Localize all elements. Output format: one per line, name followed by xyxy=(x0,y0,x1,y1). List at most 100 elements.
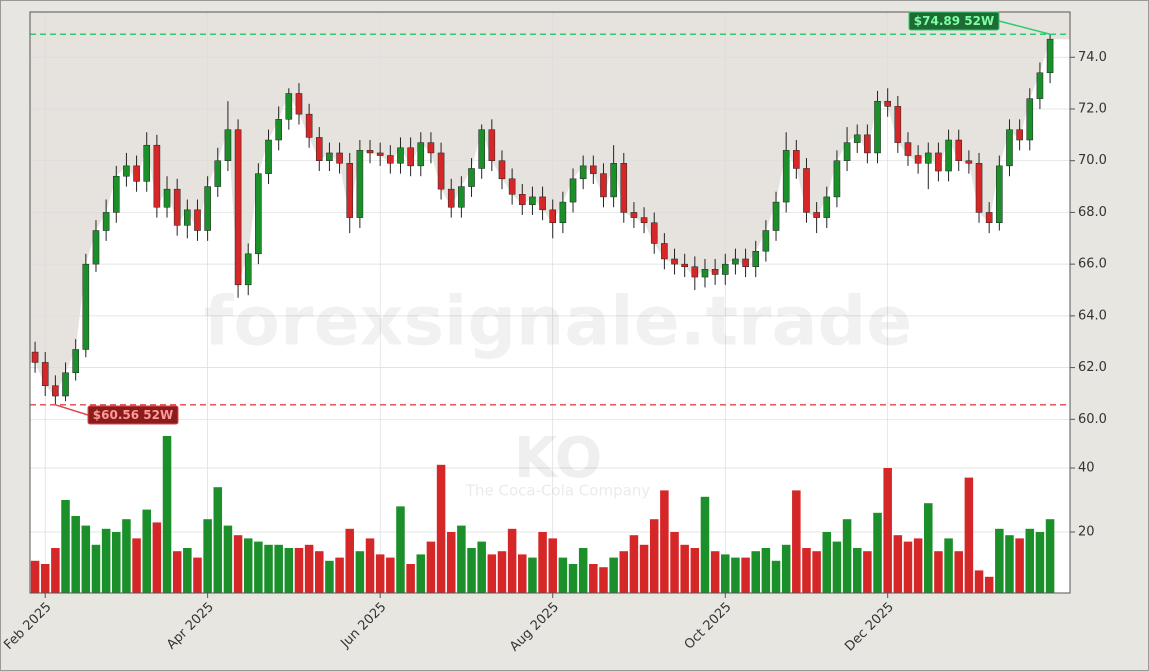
volume-bar xyxy=(954,551,963,593)
candle-body xyxy=(610,163,617,198)
candle-body xyxy=(437,152,445,190)
volume-bar xyxy=(863,551,872,593)
volume-bar xyxy=(467,548,476,593)
volume-bar xyxy=(477,541,486,593)
candle-body xyxy=(650,222,658,244)
candle-body xyxy=(184,209,191,226)
volume-bar xyxy=(132,538,141,593)
volume-bar xyxy=(446,532,456,593)
candle-body xyxy=(1026,98,1034,141)
volume-bar xyxy=(507,528,517,593)
candle-body xyxy=(52,385,59,397)
candle-body xyxy=(143,144,151,182)
y-tick-label: 72.0 xyxy=(1078,101,1107,116)
volume-bar xyxy=(91,544,101,593)
candle-body xyxy=(549,209,557,224)
volume-bar xyxy=(1005,535,1014,593)
candle-body xyxy=(123,165,130,177)
candle-body xyxy=(843,142,851,161)
volume-bar xyxy=(721,554,730,593)
candle-body xyxy=(255,173,262,255)
candle-body xyxy=(711,269,719,275)
volume-bar xyxy=(406,564,415,593)
volume-bar xyxy=(294,548,304,593)
volume-bar xyxy=(741,557,750,593)
volume-bar xyxy=(538,532,547,593)
candle-body xyxy=(742,258,749,267)
candle-body xyxy=(366,150,374,154)
volume-bar xyxy=(690,548,700,593)
volume-bar xyxy=(518,554,527,593)
candle-body xyxy=(508,178,516,195)
volume-bar xyxy=(832,541,842,593)
candle-body xyxy=(376,152,384,156)
reference-arrow xyxy=(55,404,89,416)
candle-body xyxy=(772,201,780,231)
candle-body xyxy=(387,155,394,164)
volume-bar xyxy=(964,477,974,593)
volume-bar xyxy=(903,541,913,593)
y-tick-label: 66.0 xyxy=(1078,257,1107,272)
volume-bar xyxy=(436,464,446,593)
candle-body xyxy=(194,209,201,231)
volume-bar xyxy=(680,544,689,593)
volume-bar xyxy=(122,519,131,593)
candle-body xyxy=(468,168,475,187)
volume-bar xyxy=(30,560,40,593)
reference-label-box xyxy=(87,405,179,425)
candle-body xyxy=(914,155,922,164)
candle-body xyxy=(935,152,942,172)
candle-body xyxy=(265,139,272,174)
candle-body xyxy=(518,194,526,205)
candle-body xyxy=(62,372,69,397)
candle-body xyxy=(204,186,211,231)
candle-body xyxy=(31,351,39,363)
volume-bar xyxy=(761,548,771,593)
volume-bar xyxy=(710,551,720,593)
volume-bar xyxy=(568,564,578,593)
candle-body xyxy=(874,100,881,154)
candle-body xyxy=(234,129,242,286)
y-tick-label: 64.0 xyxy=(1078,308,1107,323)
candle-body xyxy=(356,150,364,218)
volume-bar xyxy=(924,503,933,593)
volume-bar xyxy=(416,554,426,593)
candle-body xyxy=(884,100,891,107)
candle-body xyxy=(397,147,404,164)
volume-bar xyxy=(223,525,233,593)
volume-bar xyxy=(995,528,1004,593)
candle-body xyxy=(275,119,282,141)
candle-body xyxy=(82,263,90,350)
candle-body xyxy=(326,152,333,161)
volume-bar xyxy=(822,532,832,593)
candle-body xyxy=(945,139,952,172)
volume-bar xyxy=(670,532,679,593)
candle-body xyxy=(985,212,993,224)
volume-bar xyxy=(193,557,202,593)
candle-body xyxy=(1006,129,1013,167)
candle-body xyxy=(1036,72,1044,99)
volume-bar xyxy=(345,528,354,593)
volume-bar xyxy=(984,576,994,593)
volume-bar xyxy=(233,535,243,593)
volume-bar xyxy=(365,538,375,593)
volume-bar xyxy=(213,487,223,593)
volume-bar xyxy=(731,557,740,593)
volume-bar xyxy=(203,519,212,593)
candle-body xyxy=(671,258,678,265)
volume-tick-label: 20 xyxy=(1078,525,1095,540)
candle-body xyxy=(600,173,607,198)
candle-body xyxy=(315,137,323,161)
candle-body xyxy=(640,217,648,224)
volume-bar xyxy=(1015,538,1024,593)
candle-body xyxy=(112,175,120,213)
volume-bar xyxy=(40,564,50,593)
volume-bar xyxy=(609,557,618,593)
volume-bar xyxy=(589,564,598,593)
volume-bar xyxy=(243,538,253,593)
plot-frame xyxy=(29,11,1071,594)
candle-body xyxy=(173,188,181,226)
candle-body xyxy=(762,230,770,252)
candle-body xyxy=(833,160,841,198)
volume-bar xyxy=(944,538,953,593)
